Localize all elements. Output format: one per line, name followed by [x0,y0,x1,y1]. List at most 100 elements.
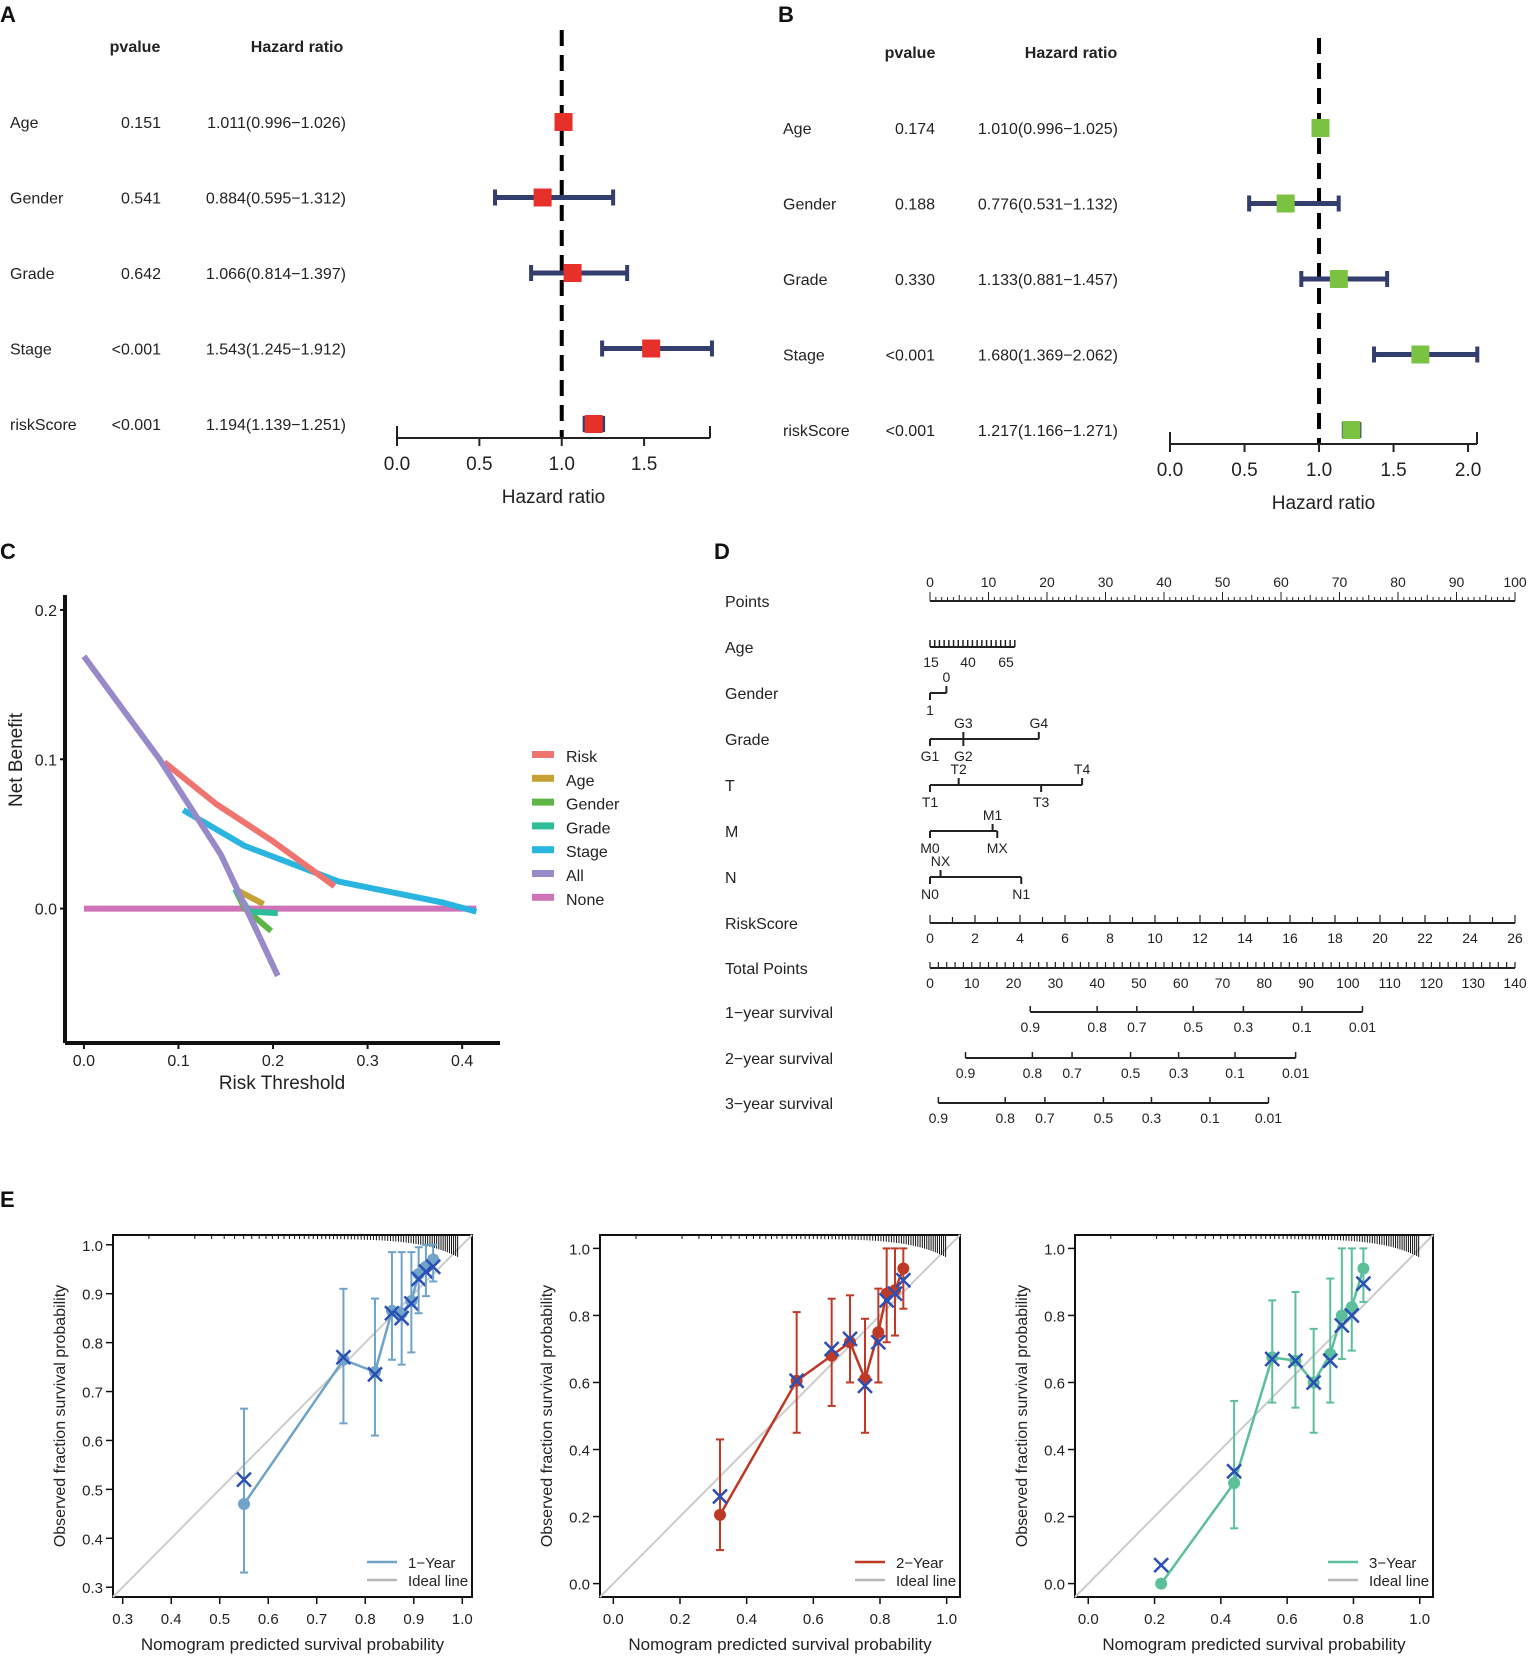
forest-a-hr-header: Hazard ratio [251,39,344,56]
nomogram-row-label: M [725,824,738,841]
y-tick-label: 1.0 [569,1241,590,1258]
y-tick-label: 0.9 [82,1287,103,1304]
nomogram-tick-label: G1 [921,748,940,764]
hazard-ratio-point [563,264,582,282]
x-tick-label: 0.4 [451,1053,473,1070]
y-axis-title: Net Benefit [6,712,27,807]
calibration-point [1228,1477,1241,1490]
survival-tick-label: 0.01 [1282,1065,1309,1081]
forest-b-pvalue-header: pvalue [885,45,936,62]
x-axis-title: Hazard ratio [502,487,606,508]
nomogram-tick-label: T3 [1033,794,1050,810]
row-hazard-ratio: 1.011(0.996−1.026) [207,115,346,132]
x-tick-label: 1.5 [1380,460,1406,481]
y-tick-label: 0.8 [82,1336,103,1353]
points-tick-label: 40 [1156,574,1172,590]
x-tick-label: 0.0 [603,1611,624,1628]
age-tick-label: 65 [998,654,1014,670]
plot-frame [599,1234,961,1598]
x-tick-label: 1.0 [1409,1611,1430,1628]
plot-frame [1074,1234,1434,1598]
calibration-line [1160,1268,1365,1585]
y-tick-label: 0.5 [82,1482,103,1499]
nomogram-tick-label: 4 [1016,930,1024,946]
points-tick-label: 30 [1098,574,1114,590]
survival-tick-label: 0.1 [1225,1065,1245,1081]
calibration-point [1155,1577,1168,1590]
row-label: Grade [10,266,55,283]
calibration-point [368,1365,381,1378]
points-tick-label: 0 [926,574,934,590]
points-tick-label: 100 [1503,574,1527,590]
forest-plot-a: Age 0.151 1.011(0.996−1.026) Gender 0.541 0.8… [10,30,714,508]
nomogram-tick-label: 24 [1462,930,1478,946]
nomogram-row-label: Grade [725,732,770,749]
nomogram-tick-label: 10 [1147,930,1163,946]
legend-label-model: 3−Year [1369,1555,1416,1572]
nomogram-tick-label: 110 [1378,975,1401,991]
nomogram-row-label: Gender [725,686,779,703]
panel-c-label: C [0,539,16,564]
bias-corrected-marker [870,1334,887,1351]
bias-corrected-marker [857,1377,873,1394]
survival-tick-label: 0.9 [929,1110,949,1126]
row-label: riskScore [783,423,850,440]
nomogram-tick-label: N1 [1012,886,1030,902]
x-tick-label: 2.0 [1455,460,1481,481]
y-tick-label: 0.2 [1044,1510,1065,1527]
y-axis-title: Observed fraction survival probability [52,1285,69,1547]
y-tick-label: 0.4 [1044,1443,1065,1460]
series-line-stage [181,807,478,915]
nomogram-tick-label: 20 [1006,975,1022,991]
x-tick-label: 0.3 [356,1053,378,1070]
legend-swatch-risk [532,751,554,758]
nomogram-tick-label: 10 [964,975,980,991]
x-tick-label: 0.2 [670,1611,691,1628]
calibration-point [714,1508,726,1521]
calibration-point [1345,1301,1358,1314]
nomogram-d: Points Age Gender Grade T M N RiskScore Total Po… [725,574,1527,1126]
nomogram-row-label: Age [725,640,754,657]
y-tick-label: 0.1 [35,752,57,769]
survival-tick-label: 0.5 [1121,1065,1141,1081]
x-tick-label: 0.8 [870,1611,891,1628]
x-tick-label: 1.0 [1306,460,1332,481]
nomogram-tick-label: 140 [1503,975,1527,991]
hazard-ratio-point [1342,421,1361,439]
x-axis-title: Nomogram predicted survival probability [1102,1635,1406,1654]
legend-label: Gender [566,797,620,814]
legend-label-ideal: Ideal line [896,1573,956,1590]
survival-tick-label: 0.7 [1127,1019,1147,1035]
x-tick-label: 0.4 [736,1611,757,1628]
calibration-point [237,1498,250,1511]
row-label: Age [10,115,39,132]
points-tick-label: 70 [1332,574,1348,590]
nomogram-row-label: Total Points [725,961,808,978]
legend-label: All [566,868,584,885]
x-tick-label: 1.5 [631,454,657,475]
nomogram-tick-label: G4 [1029,715,1048,731]
legend-label: Stage [566,844,608,861]
calibration-point [897,1262,910,1275]
bias-corrected-marker [842,1331,858,1347]
row-pvalue: 0.188 [895,197,935,214]
survival-tick-label: 0.7 [1035,1110,1055,1126]
ideal-line [599,1234,961,1598]
x-tick-label: 0.0 [73,1053,95,1070]
hazard-ratio-point [584,415,603,433]
legend-label: Risk [566,749,598,766]
row-hazard-ratio: 0.776(0.531−1.132) [978,197,1118,214]
row-pvalue: <0.001 [886,348,935,365]
y-tick-label: 0.4 [82,1531,103,1548]
x-tick-label: 0.6 [258,1611,279,1628]
survival-tick-label: 0.3 [1234,1019,1254,1035]
hazard-ratio-point [1329,270,1348,288]
age-tick-label: 15 [923,654,939,670]
row-label: Age [783,121,812,138]
hazard-ratio-point [1276,194,1295,213]
bias-corrected-marker [1226,1463,1242,1480]
nomogram-row-label: Points [725,594,769,611]
bias-corrected-marker [823,1341,840,1357]
survival-tick-label: 0.3 [1169,1065,1189,1081]
nomogram-row-label: RiskScore [725,916,798,933]
